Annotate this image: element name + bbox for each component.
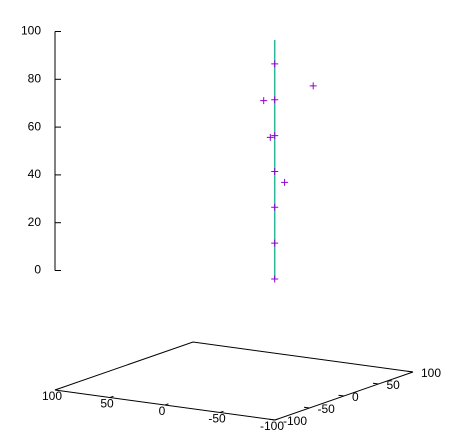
x-tick — [164, 403, 169, 406]
x-tick-label: 0 — [159, 404, 166, 418]
x-tick — [109, 395, 114, 398]
x-tick — [274, 418, 279, 421]
z-tick-label: 40 — [28, 167, 42, 181]
x-tick — [54, 388, 59, 391]
data-point — [271, 203, 279, 211]
data-point — [266, 133, 274, 141]
data-point — [271, 132, 279, 140]
data-point — [271, 96, 279, 104]
data-point — [271, 60, 279, 68]
y-tick — [407, 370, 414, 373]
y-tick — [372, 382, 379, 385]
x-tick-label: 100 — [42, 389, 62, 403]
z-tick-label: 80 — [28, 71, 42, 85]
data-point — [271, 167, 279, 175]
data-point — [271, 275, 279, 283]
y-tick — [303, 406, 310, 409]
y-tick-label: 100 — [421, 366, 441, 380]
data-point — [309, 82, 317, 90]
y-tick-label: -100 — [283, 414, 307, 428]
y-tick-label: -50 — [318, 402, 336, 416]
y-tick-label: 0 — [352, 390, 359, 404]
data-point — [271, 239, 279, 247]
x-tick — [219, 410, 224, 413]
y-tick — [269, 418, 276, 421]
data-point — [281, 178, 289, 186]
y-tick-label: 50 — [387, 378, 401, 392]
z-tick-label: 60 — [28, 119, 42, 133]
z-tick-label: 20 — [28, 215, 42, 229]
x-tick-label: -50 — [208, 412, 226, 426]
x-tick-label: -100 — [260, 419, 284, 433]
data-point — [260, 97, 268, 105]
z-tick-label: 0 — [34, 263, 41, 277]
y-tick — [338, 394, 345, 397]
x-tick-label: 50 — [100, 397, 114, 411]
z-tick-label: 100 — [21, 24, 41, 38]
